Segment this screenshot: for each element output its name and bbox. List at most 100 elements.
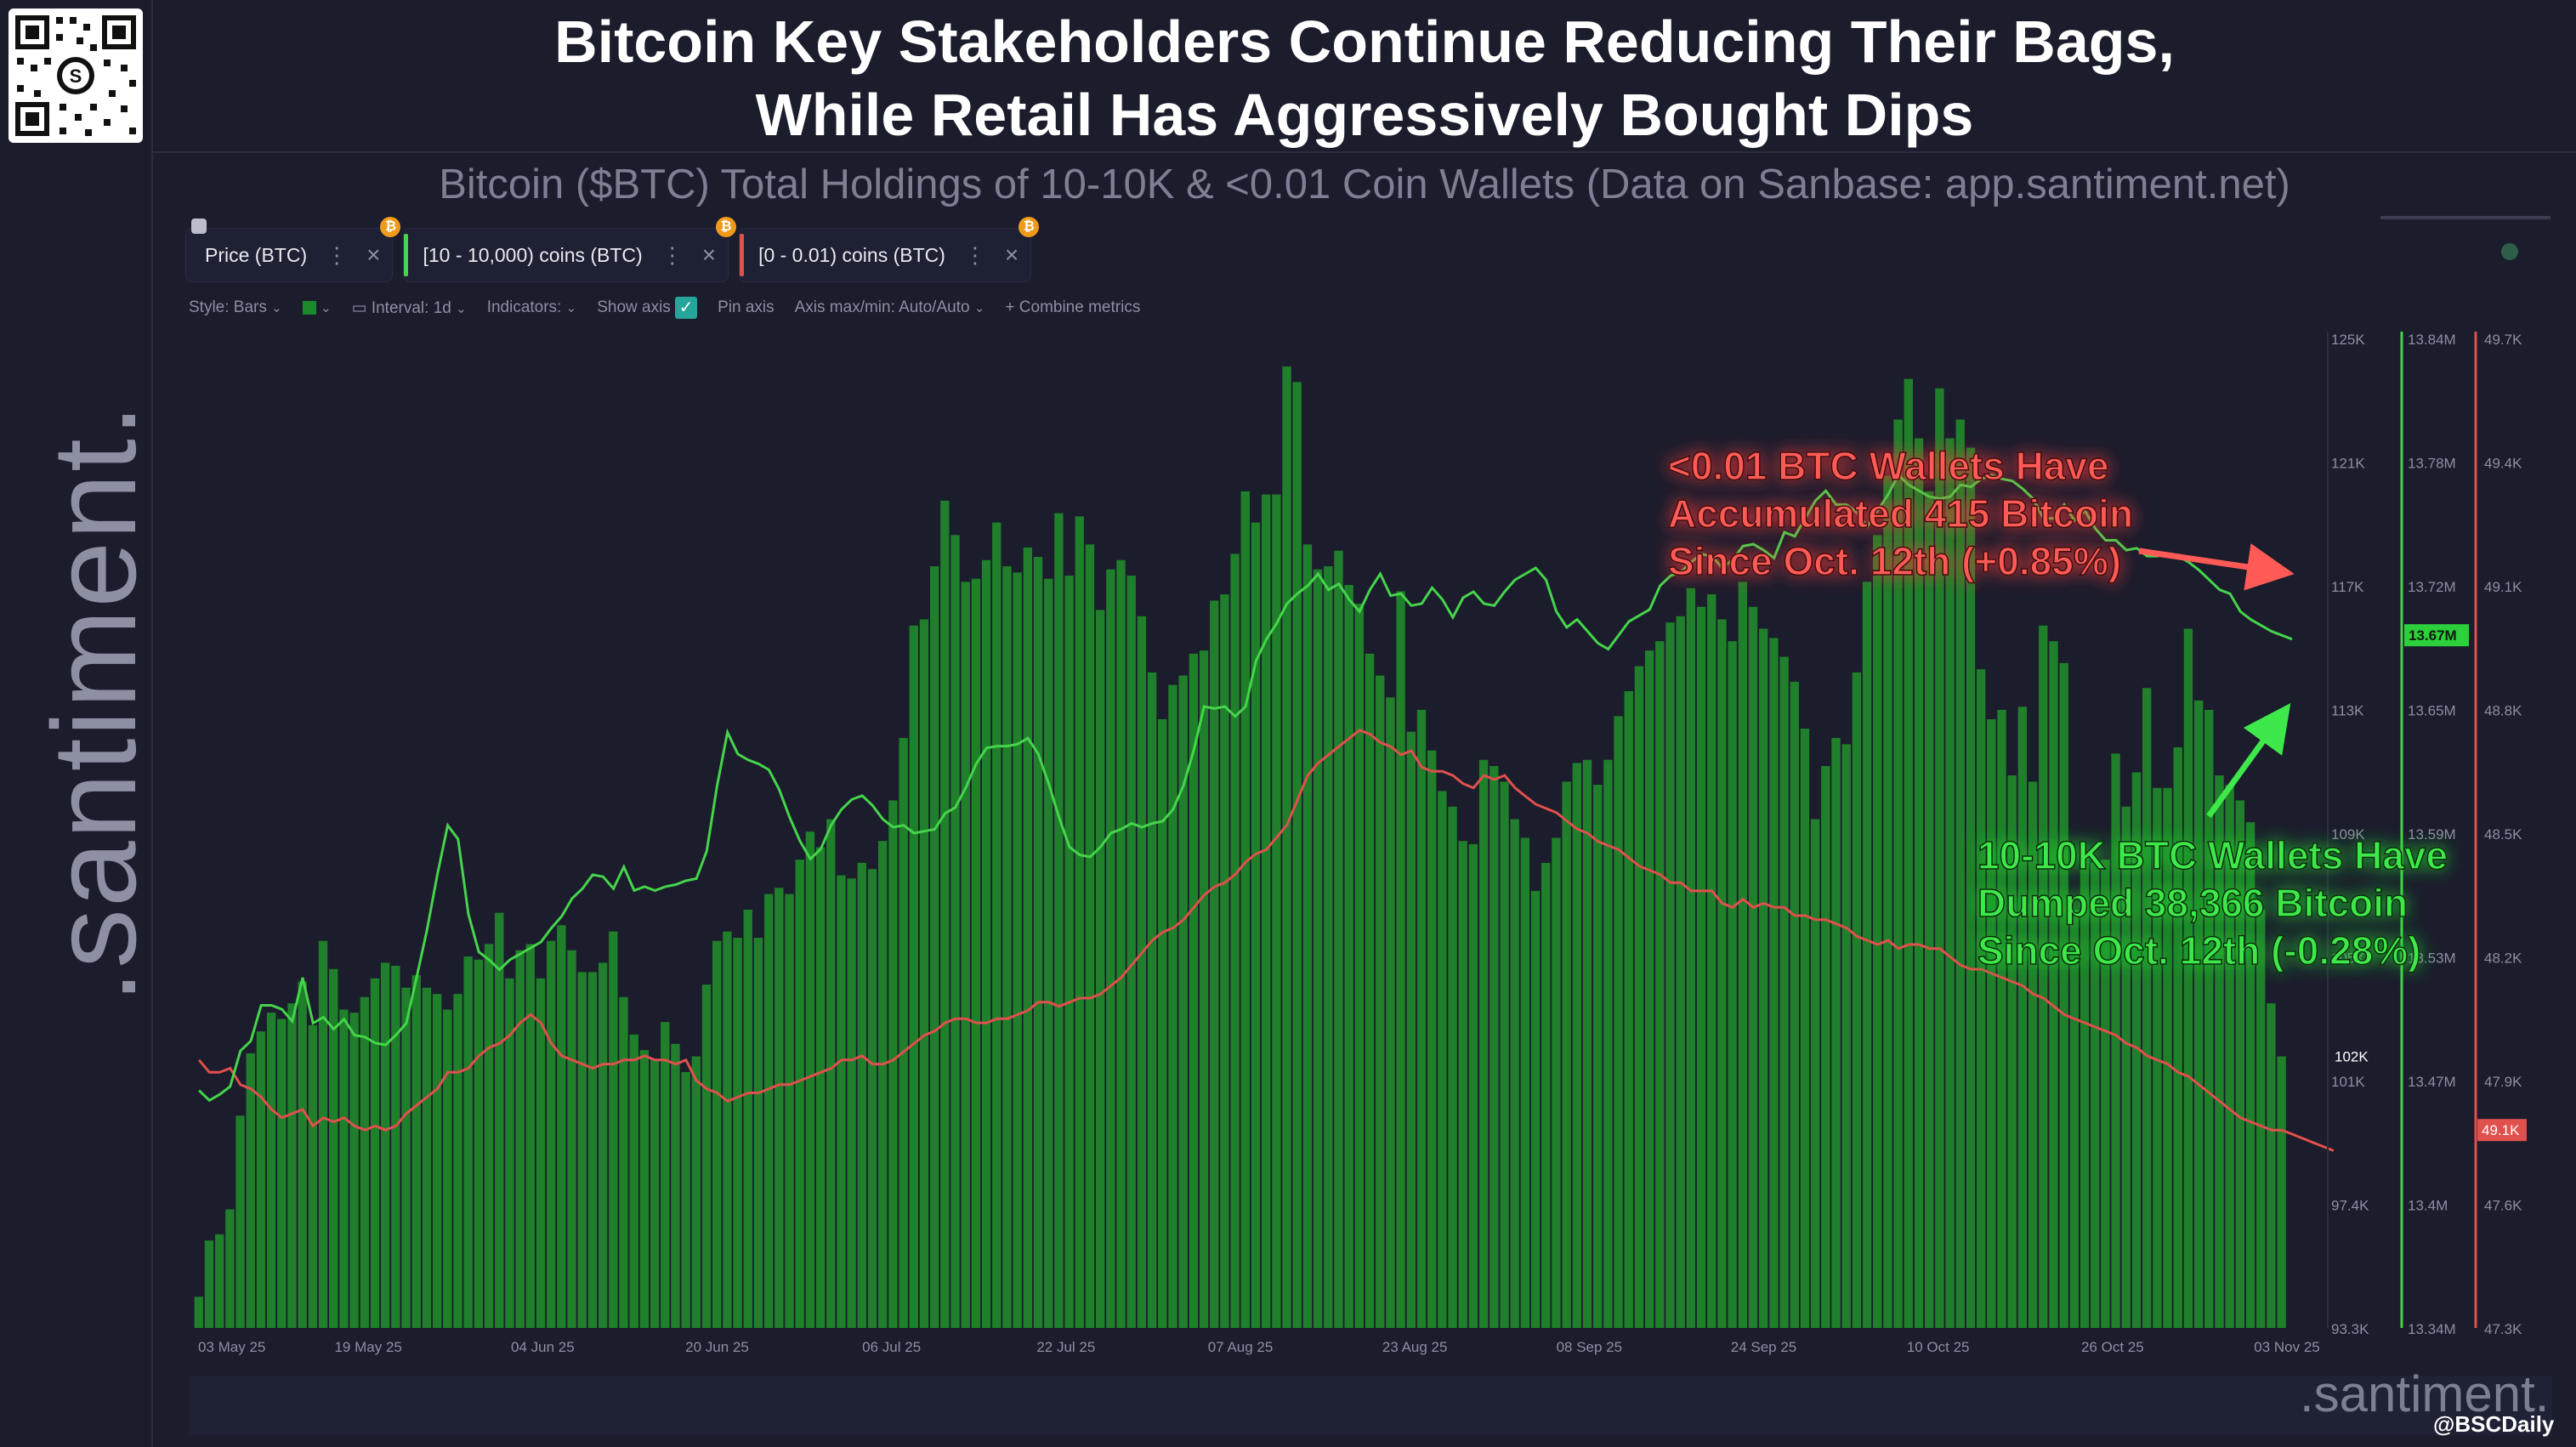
indicators-select[interactable]: Indicators: ⌄ [487, 298, 577, 317]
price-bar [1562, 781, 1571, 1328]
price-current-badge [2329, 1046, 2372, 1067]
price-bar [1116, 559, 1126, 1328]
price-bar [1520, 837, 1530, 1328]
more-icon[interactable]: ⋮ [963, 241, 986, 268]
price-bar [370, 978, 380, 1328]
combine-metrics-button[interactable]: + Combine metrics [1005, 298, 1141, 316]
price-bar [1054, 513, 1064, 1328]
price-bar [2017, 706, 2028, 1328]
price-bar [2173, 747, 2182, 1328]
price-bar [1686, 587, 1696, 1328]
axis-maxmin-select[interactable]: Axis max/min: Auto/Auto ⌄ [795, 298, 985, 317]
price-bar [2028, 781, 2038, 1328]
tab-retail-label: [0 - 0.01) coins (BTC) [758, 243, 945, 266]
retail-current-value: 49.1K [2482, 1122, 2520, 1138]
price-bar [567, 950, 576, 1328]
price-bar [474, 959, 484, 1328]
price-bar [1500, 781, 1509, 1328]
x-axis-tick: 03 Nov 25 [2254, 1339, 2320, 1355]
price-bar [339, 1009, 349, 1328]
chevron-down-icon: ⌄ [973, 301, 985, 315]
price-bar [1178, 675, 1188, 1328]
price-bar [795, 860, 804, 1328]
price-bar [1510, 819, 1519, 1328]
price-bar [1717, 619, 1727, 1328]
more-icon[interactable]: ⋮ [661, 241, 684, 268]
header-divider [153, 151, 2576, 153]
price-bar [639, 1050, 650, 1328]
price-bar [2163, 787, 2172, 1328]
price-bar [1240, 491, 1250, 1328]
price-bar [950, 535, 960, 1328]
price-bar [1614, 716, 1623, 1328]
price-bar [2245, 822, 2255, 1328]
price-bar [1976, 669, 1986, 1328]
price-bar [847, 878, 856, 1328]
style-select[interactable]: Style: Bars ⌄ [189, 298, 282, 317]
price-bar [1220, 594, 1229, 1328]
price-bar [1728, 641, 1737, 1328]
color-select[interactable]: ⌄ [302, 298, 332, 317]
more-icon[interactable]: ⋮ [326, 241, 349, 268]
timeline-navigator[interactable] [189, 1376, 2552, 1435]
price-bar [1468, 843, 1478, 1328]
price-bar [1002, 566, 1012, 1328]
whales-current-value: 13.67M [2409, 627, 2457, 644]
tab-price[interactable]: Price (BTC) ⋮ × ₿ [185, 217, 401, 282]
checkbox-checked-icon[interactable]: ✓ [675, 297, 698, 319]
price-bar [2225, 785, 2234, 1328]
price-bar [1925, 491, 1934, 1328]
retail-holdings-line [197, 729, 2335, 1152]
close-icon[interactable]: × [366, 241, 381, 268]
price-bar [2121, 806, 2131, 1328]
retail-axis-tick: 47.6K [2484, 1198, 2522, 1214]
price-bar [1738, 582, 1748, 1328]
retail-axis-tick: 48.8K [2484, 703, 2522, 719]
status-dot-button[interactable] [2501, 243, 2518, 260]
x-axis-tick: 19 May 25 [334, 1339, 401, 1355]
price-bar [899, 738, 908, 1328]
price-bar [1033, 557, 1043, 1328]
price-bar [2111, 753, 2120, 1328]
chevron-down-icon: ⌄ [565, 301, 577, 315]
close-icon[interactable]: × [701, 241, 717, 268]
price-axis-tick: 105K [2331, 950, 2365, 967]
pin-axis-toggle[interactable]: Pin axis [718, 298, 775, 316]
whales-axis-tick: 13.47M [2408, 1074, 2456, 1090]
price-current-value: 102K [2335, 1049, 2369, 1065]
price-bar [1396, 591, 1405, 1328]
chevron-down-icon: ⌄ [456, 301, 467, 316]
price-bar [785, 894, 794, 1328]
price-bar [1707, 594, 1716, 1328]
price-bar [380, 962, 390, 1328]
price-bar [1997, 709, 2006, 1328]
price-bar [349, 1013, 359, 1328]
price-bar [857, 862, 867, 1328]
qr-code-pattern: S [15, 15, 136, 136]
price-bar [1655, 641, 1665, 1328]
tab-retail[interactable]: [0 - 0.01) coins (BTC) ⋮ × ₿ [739, 217, 1040, 282]
retail-axis-tick: 48.5K [2484, 826, 2522, 843]
tab-whales[interactable]: [10 - 10,000) coins (BTC) ⋮ × ₿ [403, 217, 737, 282]
price-bar [1013, 572, 1022, 1328]
price-bar [557, 925, 566, 1328]
x-axis-tick: 07 Aug 25 [1208, 1339, 1274, 1355]
price-bar [495, 912, 504, 1328]
show-axis-toggle[interactable]: Show axis ✓ [597, 297, 698, 319]
whales-axis-tick: 13.4M [2408, 1198, 2448, 1214]
bitcoin-badge-icon: ₿ [1018, 217, 1040, 237]
price-bar [2039, 625, 2048, 1328]
retail-axis-tick: 47.3K [2484, 1321, 2522, 1337]
price-bar [1158, 718, 1167, 1328]
price-bar [1199, 650, 1209, 1328]
panel-handle[interactable] [2380, 216, 2550, 219]
interval-select[interactable]: ▭ Interval: 1d ⌄ [351, 298, 467, 317]
price-bar [826, 819, 836, 1328]
price-bar [2101, 860, 2110, 1328]
price-axis-tick: 125K [2331, 332, 2365, 348]
qr-code: S [9, 9, 143, 143]
price-bar [2193, 700, 2204, 1328]
price-axis-tick: 117K [2331, 579, 2364, 595]
close-icon[interactable]: × [1004, 241, 1019, 268]
